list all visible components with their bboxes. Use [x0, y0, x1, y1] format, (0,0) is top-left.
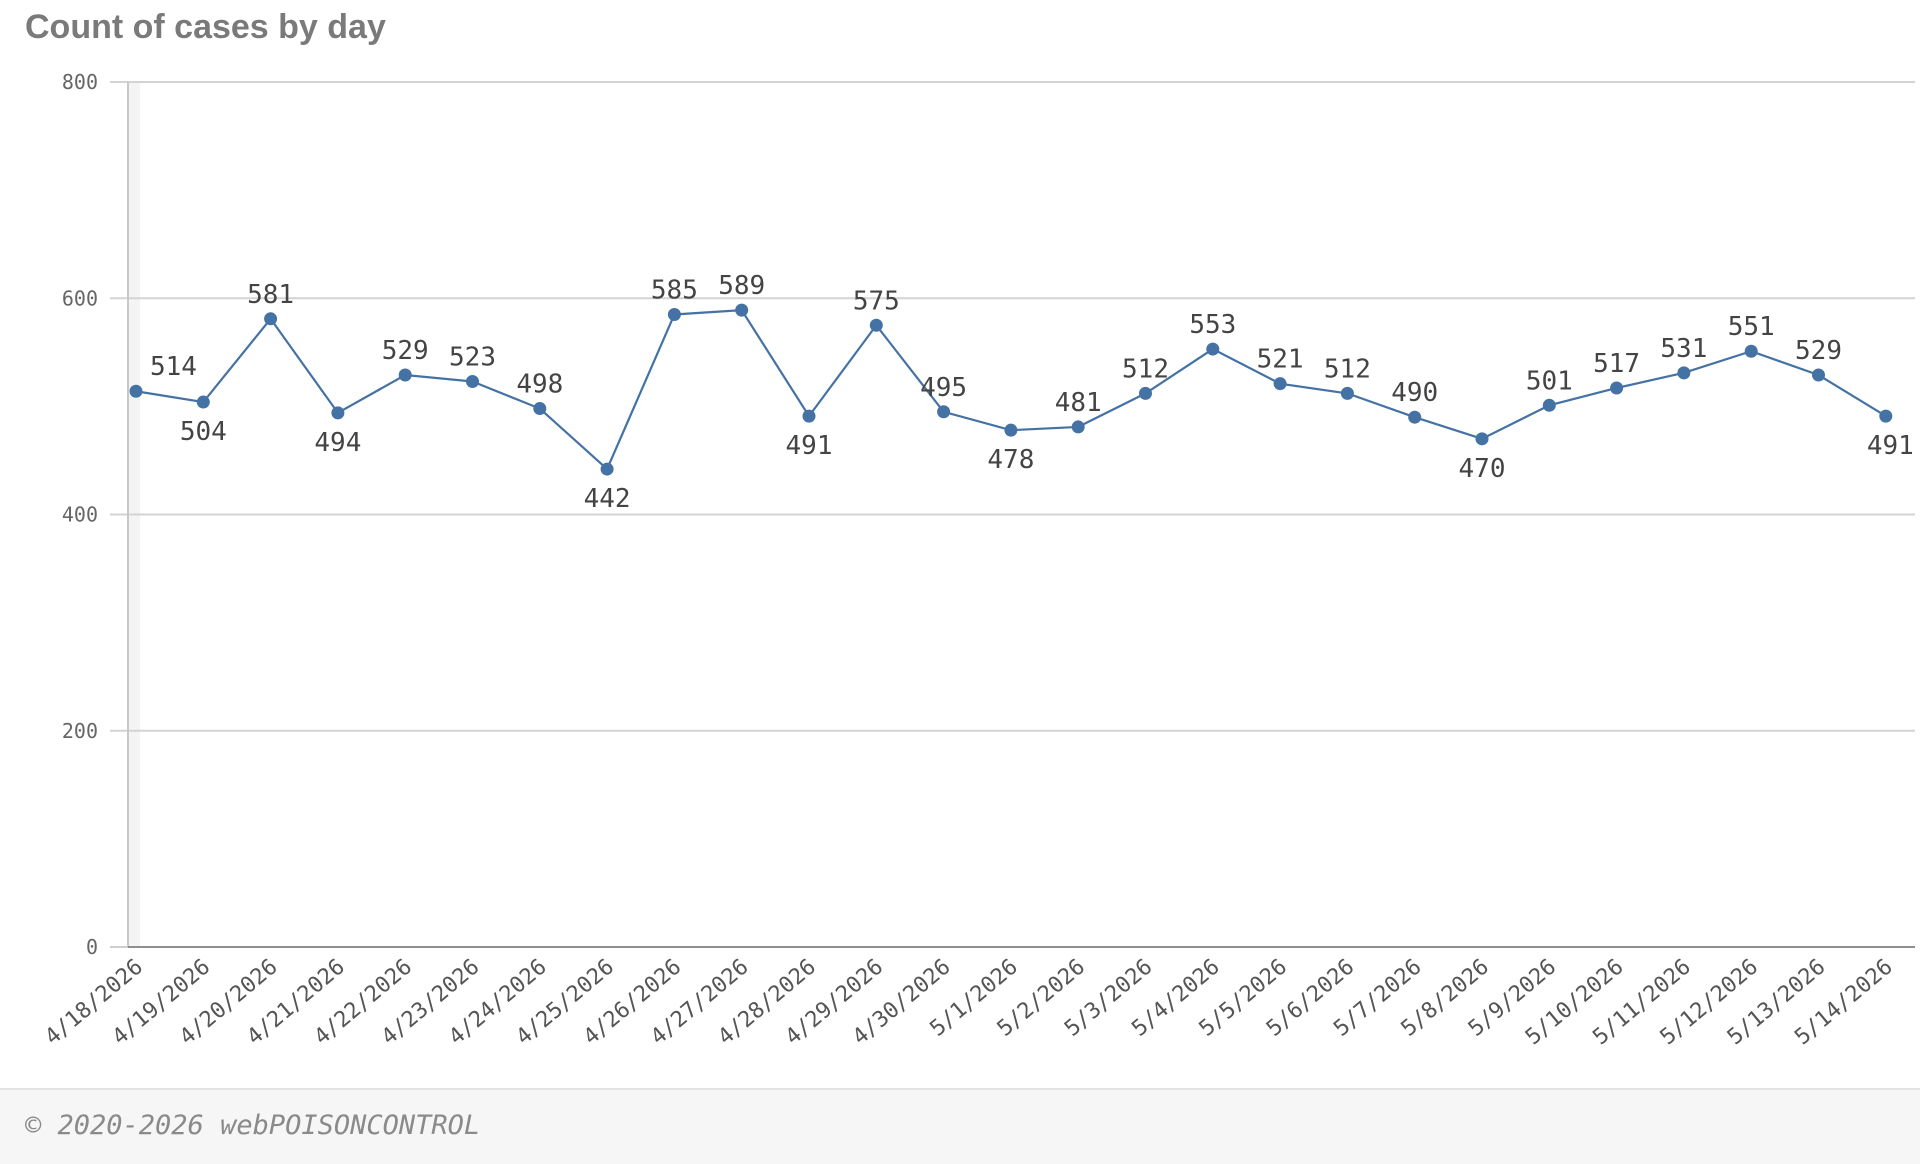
chart-title: Count of cases by day [25, 8, 386, 46]
data-label: 531 [1660, 334, 1707, 364]
data-point [735, 303, 749, 317]
data-label: 498 [516, 370, 563, 400]
data-point [1139, 386, 1152, 400]
copyright-text: © 2020-2026 webPOISONCONTROL [25, 1110, 481, 1141]
data-point [1273, 377, 1287, 391]
y-tick-label: 200 [62, 719, 98, 743]
data-label: 523 [449, 343, 496, 373]
data-label: 512 [1122, 354, 1169, 384]
data-label: 490 [1391, 378, 1438, 408]
data-label: 575 [853, 286, 900, 316]
data-label: 551 [1728, 312, 1775, 342]
data-point [129, 384, 143, 398]
data-point [1475, 432, 1489, 446]
data-label: 581 [247, 280, 294, 310]
data-point [1812, 368, 1825, 382]
data-point [1340, 386, 1354, 400]
data-label: 512 [1324, 354, 1371, 384]
data-point [398, 368, 412, 382]
data-label: 495 [920, 373, 967, 403]
data-label: 585 [651, 275, 698, 305]
data-point [1610, 381, 1624, 395]
data-point [600, 462, 614, 476]
data-label: 478 [987, 445, 1034, 475]
y-tick-label: 800 [62, 70, 98, 94]
data-label: 501 [1526, 366, 1573, 396]
data-point [1408, 410, 1422, 424]
data-point [1206, 342, 1220, 356]
data-point [1879, 409, 1893, 423]
data-label: 491 [1867, 431, 1914, 461]
line-chart: 02004006008004/18/20264/19/20264/20/2026… [40, 70, 1915, 1050]
data-point [466, 375, 479, 389]
data-point [667, 307, 681, 321]
data-label: 517 [1593, 349, 1640, 379]
data-point [1004, 423, 1018, 437]
data-label: 470 [1459, 454, 1506, 484]
data-label: 529 [382, 336, 429, 366]
data-label: 553 [1189, 310, 1236, 340]
data-label: 589 [718, 271, 765, 301]
data-point [196, 395, 210, 409]
data-point [533, 402, 547, 416]
data-point [1677, 366, 1691, 380]
data-point [264, 312, 278, 326]
data-label: 442 [584, 484, 631, 514]
data-label: 504 [180, 417, 227, 447]
data-point [869, 318, 883, 332]
data-label: 514 [150, 352, 197, 382]
data-label: 521 [1257, 345, 1304, 375]
data-point [1744, 344, 1758, 358]
data-point [802, 409, 816, 423]
data-label: 481 [1055, 388, 1102, 418]
data-point [331, 406, 345, 420]
data-label: 491 [786, 431, 833, 461]
footer: © 2020-2026 webPOISONCONTROL [0, 1088, 1920, 1164]
y-tick-label: 600 [62, 286, 98, 310]
y-tick-label: 400 [62, 503, 98, 527]
data-point [937, 405, 951, 419]
data-label: 529 [1795, 336, 1842, 366]
data-point [1542, 398, 1556, 412]
data-label: 494 [314, 428, 361, 458]
data-point [1071, 420, 1085, 434]
y-tick-label: 0 [86, 935, 98, 959]
